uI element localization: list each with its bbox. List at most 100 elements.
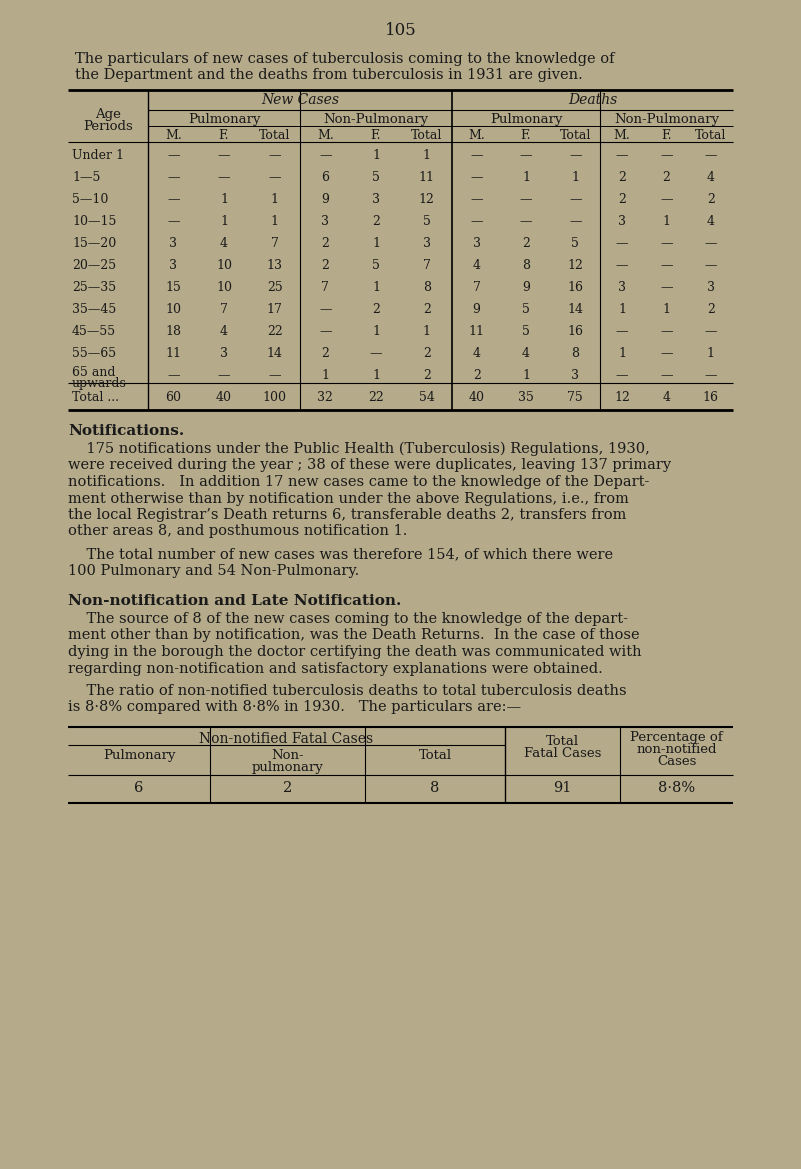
Text: 2: 2 [522, 237, 530, 250]
Text: 14: 14 [267, 347, 283, 360]
Text: 75: 75 [567, 390, 583, 404]
Text: 1: 1 [618, 347, 626, 360]
Text: —: — [218, 171, 230, 184]
Text: Periods: Periods [83, 120, 133, 133]
Text: Total: Total [546, 735, 579, 748]
Text: 2: 2 [283, 781, 292, 795]
Text: —: — [616, 237, 629, 250]
Text: 60: 60 [165, 390, 181, 404]
Text: Notifications.: Notifications. [68, 424, 184, 438]
Text: 12: 12 [614, 390, 630, 404]
Text: 3: 3 [618, 281, 626, 293]
Text: —: — [569, 148, 582, 162]
Text: —: — [705, 325, 717, 338]
Text: 2: 2 [423, 347, 431, 360]
Text: 3: 3 [169, 237, 177, 250]
Text: upwards: upwards [72, 376, 127, 390]
Text: —: — [660, 325, 673, 338]
Text: 2: 2 [423, 303, 431, 316]
Text: 2: 2 [321, 237, 329, 250]
Text: —: — [660, 148, 673, 162]
Text: The ratio of non-notified tuberculosis deaths to total tuberculosis deaths: The ratio of non-notified tuberculosis d… [68, 684, 626, 698]
Text: ment otherwise than by notification under the above Regulations, i.e., from: ment otherwise than by notification unde… [68, 491, 629, 505]
Text: 16: 16 [567, 281, 583, 293]
Text: —: — [218, 148, 230, 162]
Text: 3: 3 [423, 237, 431, 250]
Text: The particulars of new cases of tuberculosis coming to the knowledge of: The particulars of new cases of tubercul… [75, 51, 614, 65]
Text: 1: 1 [662, 215, 670, 228]
Text: 1: 1 [220, 215, 228, 228]
Text: 15: 15 [165, 281, 181, 293]
Text: 11: 11 [469, 325, 485, 338]
Text: —: — [616, 148, 629, 162]
Text: 5: 5 [522, 325, 530, 338]
Text: 1: 1 [372, 237, 380, 250]
Text: Non-notification and Late Notification.: Non-notification and Late Notification. [68, 594, 401, 608]
Text: 8·8%: 8·8% [658, 781, 695, 795]
Text: Total: Total [411, 129, 442, 141]
Text: Pulmonary: Pulmonary [489, 113, 562, 126]
Text: 3: 3 [220, 347, 228, 360]
Text: 15—20: 15—20 [72, 237, 116, 250]
Text: 2: 2 [618, 193, 626, 206]
Text: —: — [705, 148, 717, 162]
Text: 7: 7 [220, 303, 228, 316]
Text: 12: 12 [567, 260, 583, 272]
Text: other areas 8, and posthumous notification 1.: other areas 8, and posthumous notificati… [68, 525, 408, 539]
Text: 3: 3 [169, 260, 177, 272]
Text: 100: 100 [263, 390, 287, 404]
Text: —: — [705, 260, 717, 272]
Text: Pulmonary: Pulmonary [103, 749, 175, 762]
Text: —: — [470, 148, 483, 162]
Text: ment other than by notification, was the Death Returns.  In the case of those: ment other than by notification, was the… [68, 629, 640, 643]
Text: 5: 5 [372, 171, 380, 184]
Text: 3: 3 [473, 237, 481, 250]
Text: 32: 32 [317, 390, 333, 404]
Text: 1: 1 [571, 171, 579, 184]
Text: M.: M. [317, 129, 334, 141]
Text: —: — [660, 347, 673, 360]
Text: 4: 4 [473, 347, 481, 360]
Text: 14: 14 [567, 303, 583, 316]
Text: 4: 4 [220, 325, 228, 338]
Text: 4: 4 [706, 215, 714, 228]
Text: —: — [520, 193, 532, 206]
Text: 10: 10 [216, 260, 232, 272]
Text: 5: 5 [522, 303, 530, 316]
Text: Total: Total [560, 129, 591, 141]
Text: 4: 4 [220, 237, 228, 250]
Text: 9: 9 [321, 193, 329, 206]
Text: 2: 2 [321, 260, 329, 272]
Text: Pulmonary: Pulmonary [187, 113, 260, 126]
Text: 13: 13 [267, 260, 283, 272]
Text: pulmonary: pulmonary [252, 761, 324, 774]
Text: 22: 22 [267, 325, 283, 338]
Text: F.: F. [219, 129, 229, 141]
Text: Total: Total [695, 129, 727, 141]
Text: notifications.   In addition 17 new cases came to the knowledge of the Depart-: notifications. In addition 17 new cases … [68, 475, 650, 489]
Text: —: — [268, 369, 281, 382]
Text: 8: 8 [430, 781, 440, 795]
Text: 3: 3 [372, 193, 380, 206]
Text: 10: 10 [165, 303, 181, 316]
Text: 65 and: 65 and [72, 366, 115, 379]
Text: 8: 8 [571, 347, 579, 360]
Text: Non-Pulmonary: Non-Pulmonary [614, 113, 719, 126]
Text: —: — [705, 237, 717, 250]
Text: Non-Pulmonary: Non-Pulmonary [324, 113, 429, 126]
Text: is 8·8% compared with 8·8% in 1930.   The particulars are:—: is 8·8% compared with 8·8% in 1930. The … [68, 700, 521, 714]
Text: 1: 1 [423, 148, 431, 162]
Text: 1: 1 [372, 325, 380, 338]
Text: Under 1: Under 1 [72, 148, 124, 162]
Text: 16: 16 [702, 390, 718, 404]
Text: 8: 8 [522, 260, 530, 272]
Text: 1: 1 [372, 369, 380, 382]
Text: 7: 7 [271, 237, 279, 250]
Text: —: — [660, 369, 673, 382]
Text: 11: 11 [419, 171, 435, 184]
Text: —: — [218, 369, 230, 382]
Text: Non-: Non- [272, 749, 304, 762]
Text: 20—25: 20—25 [72, 260, 116, 272]
Text: 3: 3 [706, 281, 714, 293]
Text: —: — [520, 215, 532, 228]
